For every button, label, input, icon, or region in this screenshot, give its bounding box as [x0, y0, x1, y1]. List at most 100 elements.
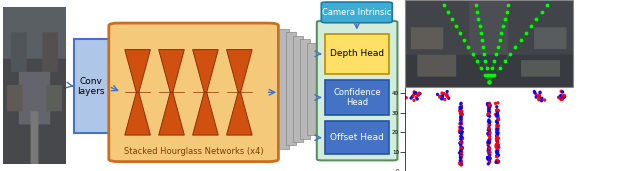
Point — [492, 148, 502, 150]
Point — [493, 109, 503, 112]
Point — [454, 152, 465, 154]
Point — [467, 53, 477, 55]
Point — [435, 95, 445, 98]
Point — [493, 132, 503, 135]
Point — [483, 158, 493, 160]
Point — [412, 94, 422, 96]
Bar — [300, 39, 310, 139]
Point — [500, 18, 510, 21]
Point — [437, 95, 447, 97]
Point — [484, 113, 494, 115]
Point — [474, 25, 484, 28]
Point — [483, 141, 493, 143]
Point — [456, 163, 467, 166]
Point — [484, 135, 495, 138]
Point — [484, 104, 494, 107]
Point — [408, 94, 419, 97]
Point — [484, 159, 494, 162]
Point — [456, 143, 466, 146]
Point — [484, 110, 494, 113]
Point — [493, 141, 503, 144]
Point — [484, 154, 495, 156]
Point — [485, 157, 495, 160]
Point — [456, 153, 467, 156]
Point — [493, 153, 503, 156]
Point — [484, 80, 494, 83]
Point — [457, 141, 467, 144]
Point — [492, 111, 502, 113]
Point — [484, 123, 494, 126]
Bar — [325, 34, 389, 74]
Point — [492, 161, 502, 163]
Point — [492, 133, 502, 136]
Point — [534, 98, 544, 101]
Point — [493, 144, 503, 146]
Point — [492, 144, 502, 146]
Bar — [293, 36, 303, 142]
Bar — [286, 32, 296, 145]
Point — [484, 80, 494, 83]
Point — [484, 127, 494, 130]
Point — [484, 135, 494, 137]
Point — [493, 137, 504, 140]
Point — [554, 97, 564, 99]
Point — [456, 155, 467, 158]
Point — [537, 97, 547, 100]
Point — [483, 162, 493, 165]
Point — [556, 98, 566, 101]
Point — [456, 116, 466, 119]
Point — [442, 90, 452, 93]
Point — [483, 114, 493, 117]
Point — [456, 105, 467, 108]
Point — [456, 153, 466, 155]
Point — [515, 39, 525, 42]
Point — [489, 60, 499, 62]
Point — [483, 129, 493, 131]
Point — [493, 124, 503, 127]
Polygon shape — [193, 50, 218, 92]
Point — [436, 97, 447, 100]
Point — [492, 129, 502, 132]
Point — [456, 138, 466, 140]
Point — [406, 97, 416, 99]
Point — [410, 91, 420, 94]
Point — [493, 46, 503, 48]
Point — [447, 18, 457, 21]
Point — [484, 140, 494, 143]
Point — [492, 110, 502, 113]
Point — [478, 46, 488, 48]
Point — [521, 32, 531, 35]
Point — [484, 141, 495, 143]
Point — [496, 32, 506, 35]
Point — [484, 121, 495, 124]
Point — [492, 140, 502, 142]
Point — [484, 111, 495, 114]
Point — [483, 112, 493, 115]
Point — [435, 96, 445, 98]
Point — [456, 141, 466, 143]
Point — [484, 106, 494, 109]
Point — [484, 151, 495, 154]
Point — [443, 95, 453, 98]
Point — [493, 117, 503, 120]
Point — [455, 32, 465, 35]
Point — [413, 94, 424, 96]
Point — [535, 92, 545, 95]
Point — [503, 4, 513, 7]
Point — [492, 125, 502, 128]
Point — [484, 158, 494, 160]
Point — [559, 94, 570, 97]
Point — [454, 129, 465, 132]
Point — [457, 113, 467, 115]
Point — [492, 159, 502, 161]
Point — [540, 99, 550, 101]
Point — [484, 150, 494, 153]
Point — [456, 163, 466, 166]
Point — [456, 149, 467, 152]
Point — [493, 154, 504, 157]
Point — [486, 74, 496, 76]
Point — [492, 130, 502, 133]
Point — [457, 113, 467, 116]
Point — [456, 153, 466, 156]
Point — [483, 107, 493, 109]
